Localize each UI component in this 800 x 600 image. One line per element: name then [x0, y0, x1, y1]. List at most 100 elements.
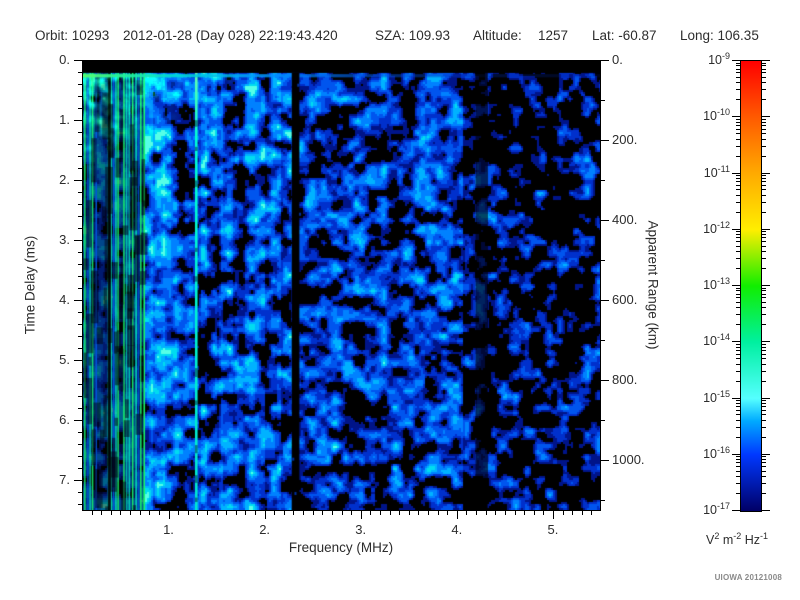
y-left-tick-label: 0.	[59, 52, 70, 67]
axis-tick	[762, 72, 766, 74]
axis-tick	[437, 511, 439, 515]
axis-tick	[351, 511, 353, 515]
axis-tick	[762, 324, 766, 326]
axis-tick	[130, 511, 132, 515]
axis-tick	[732, 172, 740, 174]
y-right-tick-label: 0.	[612, 52, 623, 67]
axis-tick	[255, 511, 256, 515]
axis-tick	[418, 511, 420, 515]
axis-tick	[514, 511, 516, 515]
axis-tick	[360, 511, 362, 519]
axis-tick	[762, 258, 766, 260]
x-tick-label: 3.	[355, 522, 367, 537]
axis-tick	[389, 511, 391, 515]
header-altitude-label: Altitude:	[473, 28, 522, 43]
axis-tick	[120, 511, 122, 515]
axis-tick	[245, 511, 247, 515]
axis-tick	[533, 511, 535, 515]
axis-tick	[762, 76, 766, 78]
axis-tick	[762, 483, 766, 485]
axis-tick	[91, 511, 93, 515]
axis-tick	[762, 228, 770, 230]
axis-tick	[762, 314, 766, 316]
colorbar-tick-label: 10-10	[703, 107, 730, 124]
axis-tick	[74, 119, 82, 121]
axis-tick	[601, 139, 609, 141]
colorbar-tick-label: 10-13	[703, 276, 730, 293]
axis-tick	[572, 511, 574, 515]
axis-tick	[601, 299, 609, 301]
axis-tick	[732, 116, 740, 118]
axis-tick	[762, 194, 766, 196]
axis-tick	[331, 511, 333, 515]
axis-tick	[762, 181, 766, 183]
colorbar-units-label: V2 m-2 Hz-1	[705, 531, 769, 548]
axis-tick	[762, 175, 766, 177]
axis-tick	[562, 511, 564, 515]
axis-tick	[74, 299, 82, 301]
axis-tick	[399, 511, 401, 515]
axis-tick	[312, 511, 314, 515]
axis-tick	[762, 241, 766, 243]
axis-tick	[601, 339, 605, 341]
axis-tick	[762, 89, 766, 91]
axis-tick	[762, 400, 766, 402]
axis-tick	[762, 349, 766, 351]
axis-tick	[762, 462, 766, 464]
axis-tick	[74, 179, 82, 181]
header-latitude: Lat: -60.87	[592, 28, 657, 43]
axis-tick	[762, 251, 766, 253]
axis-tick	[762, 133, 766, 135]
axis-tick	[762, 118, 766, 120]
axis-tick	[552, 511, 554, 519]
axis-tick	[762, 297, 766, 299]
axis-tick	[485, 511, 487, 515]
axis-tick	[762, 453, 770, 455]
axis-tick	[762, 290, 766, 292]
axis-tick	[762, 189, 766, 191]
y-right-tick-label: 600.	[612, 291, 638, 307]
axis-tick	[762, 65, 766, 67]
header-orbit: Orbit: 10293	[35, 28, 110, 43]
axis-tick	[601, 179, 605, 181]
axis-tick	[762, 476, 766, 478]
y-left-tick-label: 1.	[59, 111, 70, 127]
header-datetime: 2012-01-28 (Day 028) 22:19:43.420	[123, 28, 338, 43]
axis-tick	[379, 511, 381, 515]
axis-tick	[762, 466, 766, 468]
axis-tick	[762, 346, 766, 348]
y-right-tick-label: 400.	[612, 211, 638, 227]
axis-tick	[101, 511, 103, 515]
axis-tick	[762, 402, 766, 404]
colorbar-tick-label: 10-17	[703, 501, 730, 518]
axis-tick	[226, 511, 228, 515]
axis-tick	[187, 511, 189, 515]
axis-tick	[762, 419, 766, 421]
axis-tick	[762, 184, 766, 186]
axis-tick	[762, 370, 766, 372]
axis-tick	[762, 285, 770, 286]
axis-tick	[601, 219, 609, 221]
axis-tick	[762, 406, 766, 408]
axis-tick	[762, 307, 766, 309]
axis-tick	[466, 511, 468, 515]
axis-tick	[762, 124, 766, 126]
axis-tick	[408, 511, 410, 515]
axis-tick	[762, 172, 770, 174]
axis-tick	[370, 511, 372, 515]
axis-tick	[762, 245, 766, 247]
axis-tick	[762, 287, 766, 289]
spectrogram-canvas	[83, 61, 600, 510]
axis-tick	[762, 268, 766, 270]
axis-tick	[762, 121, 766, 123]
axis-tick	[139, 511, 141, 515]
axis-tick	[601, 419, 605, 421]
axis-tick	[762, 456, 766, 458]
axis-tick	[762, 459, 766, 461]
y-right-tick-label: 1000.	[612, 451, 645, 467]
header-sza: SZA: 109.93	[375, 28, 451, 43]
axis-tick	[428, 511, 429, 515]
axis-tick	[178, 511, 180, 515]
axis-tick	[732, 397, 740, 399]
axis-tick	[762, 155, 766, 157]
